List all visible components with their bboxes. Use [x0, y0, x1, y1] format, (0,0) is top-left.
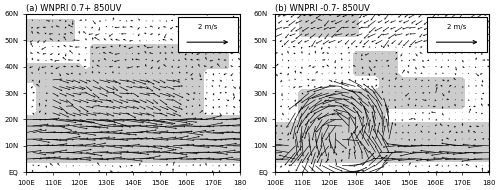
Text: (a) WNPRI 0.7+ 850UV: (a) WNPRI 0.7+ 850UV — [26, 4, 122, 13]
Bar — [178, 17, 238, 52]
Text: 2 m/s: 2 m/s — [448, 24, 466, 30]
Bar — [427, 17, 487, 52]
Text: 2 m/s: 2 m/s — [198, 24, 218, 30]
Text: (b) WNPRI -0.7- 850UV: (b) WNPRI -0.7- 850UV — [276, 4, 370, 13]
